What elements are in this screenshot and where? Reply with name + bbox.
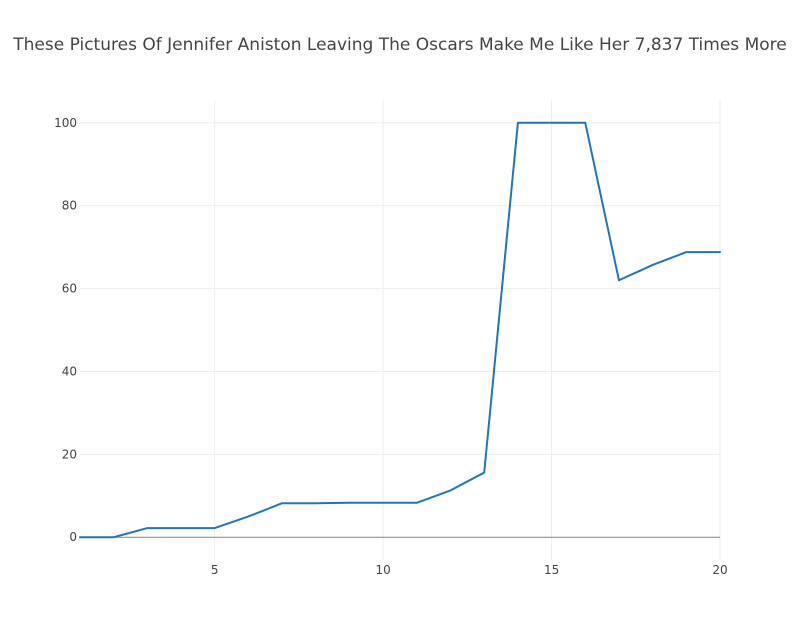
x-tick-label: 5 xyxy=(211,563,219,577)
grid-lines xyxy=(80,100,721,560)
series-layer xyxy=(79,121,721,539)
x-axis-tick-labels: 5 10 15 20 xyxy=(211,563,728,577)
y-tick-label: 20 xyxy=(62,447,77,461)
series-line xyxy=(79,121,721,539)
x-tick-label: 10 xyxy=(376,563,391,577)
y-tick-label: 0 xyxy=(69,530,77,544)
x-tick-label: 15 xyxy=(544,563,559,577)
y-tick-label: 100 xyxy=(54,116,77,130)
y-axis-tick-labels: 0 20 40 60 80 100 xyxy=(54,116,77,544)
chart-title: These Pictures Of Jennifer Aniston Leavi… xyxy=(12,35,786,55)
y-tick-label: 60 xyxy=(62,282,77,296)
y-tick-label: 80 xyxy=(62,199,77,213)
x-tick-label: 20 xyxy=(712,563,727,577)
y-tick-label: 40 xyxy=(62,364,77,378)
